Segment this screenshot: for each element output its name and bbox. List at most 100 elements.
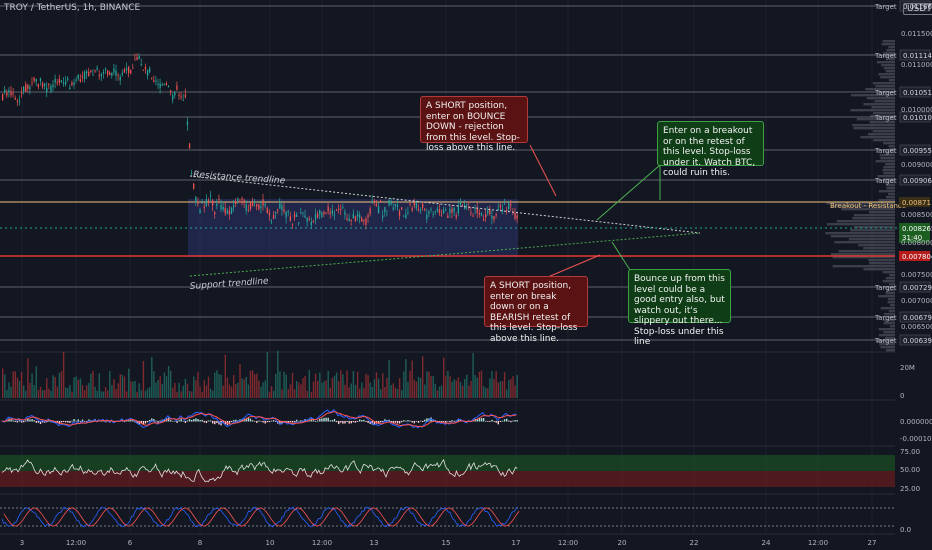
support-price-value: 0.007804: [902, 253, 932, 261]
volume-bar: [216, 370, 218, 398]
candle-body: [23, 87, 25, 92]
volume-bar: [125, 391, 128, 398]
profile-bar: [873, 139, 895, 142]
candle-body: [254, 201, 256, 203]
candle-body: [153, 80, 155, 82]
macd-histogram: [37, 421, 40, 423]
candle-body: [243, 200, 245, 203]
volume-bar: [310, 391, 313, 398]
candle-body: [270, 220, 273, 222]
candle-body: [102, 71, 105, 74]
volume-bar: [58, 373, 61, 398]
volume-bar: [405, 359, 407, 398]
volume-bar: [338, 381, 340, 398]
volume-bar: [230, 386, 233, 398]
macd-histogram: [413, 421, 415, 424]
macd-histogram: [88, 419, 90, 422]
volume-bar: [195, 380, 197, 398]
profile-bar: [886, 187, 895, 190]
profile-bar: [868, 211, 895, 214]
candle-body: [73, 82, 75, 86]
macd-histogram: [291, 421, 294, 423]
macd-histogram: [130, 419, 132, 422]
macd-histogram: [10, 419, 12, 422]
macd-histogram: [77, 419, 79, 422]
candle-body: [212, 200, 214, 206]
volume-bar: [132, 381, 134, 398]
candle-body: [428, 211, 430, 214]
candle-body: [256, 204, 258, 207]
currency-selector[interactable]: USDT: [903, 3, 932, 15]
volume-bar: [144, 390, 147, 398]
volume-bar: [130, 381, 132, 398]
volume-bar: [48, 388, 50, 398]
candle-body: [422, 203, 424, 208]
macd-histogram: [419, 420, 422, 422]
profile-bar: [883, 151, 895, 154]
macd-histogram: [476, 419, 478, 422]
macd-histogram: [29, 419, 31, 422]
profile-bar: [880, 157, 895, 160]
candle-body: [209, 195, 212, 197]
candle-body: [468, 207, 470, 209]
volume-bar: [476, 377, 478, 398]
volume-bar: [468, 385, 470, 398]
annotation-short-bounce[interactable]: A SHORT position, enter on BOUNCE DOWN -…: [420, 96, 528, 153]
price-tick-label: 0.008000: [901, 239, 932, 247]
target-label: Target: [874, 177, 897, 185]
time-tick-label: 6: [128, 539, 133, 547]
volume-bar: [205, 385, 208, 398]
candle-body: [136, 57, 138, 60]
volume-bar: [111, 384, 113, 398]
annotation-long-breakout[interactable]: Enter on a breakout or on the retest of …: [657, 121, 764, 178]
volume-bar: [186, 383, 189, 398]
volume-bar: [293, 389, 296, 398]
volume-bar: [107, 390, 109, 398]
macd-histogram: [197, 419, 199, 422]
candle-body: [361, 217, 363, 222]
candle-body: [413, 202, 415, 206]
volume-bar: [443, 357, 445, 398]
volume-bar: [300, 384, 302, 398]
volume-bar: [388, 360, 390, 398]
macd-histogram: [422, 421, 424, 423]
candle-body: [436, 208, 438, 211]
target-label: Target: [874, 52, 897, 60]
volume-bar: [367, 375, 369, 398]
candle-body: [71, 82, 73, 86]
annotation-short-breakdown[interactable]: A SHORT position, enter on break down or…: [484, 276, 588, 344]
candle-body: [203, 206, 205, 208]
macd-histogram: [212, 421, 214, 424]
candle-body: [390, 200, 392, 205]
profile-bar: [888, 145, 895, 148]
volume-bar: [266, 351, 268, 398]
rsi-lower-band: [0, 471, 895, 487]
volume-bar: [182, 385, 184, 398]
annotation-long-bounce[interactable]: Bounce up from this level could be a goo…: [628, 269, 731, 347]
rsi-line: [1, 458, 518, 483]
volume-bar: [172, 387, 174, 398]
support-trendline[interactable]: [189, 232, 701, 277]
volume-bar: [485, 387, 487, 398]
macd-histogram: [233, 420, 235, 422]
volume-bar: [37, 389, 40, 398]
profile-bar: [883, 322, 895, 325]
candle-body: [308, 218, 310, 220]
volume-bar: [29, 382, 31, 398]
profile-bar: [853, 127, 895, 130]
resistance-trendline[interactable]: [189, 175, 701, 234]
target-price-tag: [899, 144, 931, 156]
profile-bar: [882, 319, 895, 322]
candle-body: [67, 78, 69, 80]
volume-bar: [298, 382, 300, 398]
profile-bar: [875, 85, 895, 88]
volume-bar: [203, 380, 205, 398]
macd-histogram: [260, 421, 262, 422]
volume-bar: [138, 383, 140, 398]
candle-body: [201, 202, 203, 204]
volume-bar: [449, 376, 451, 398]
volume-bar: [398, 378, 401, 398]
time-tick-label: 3: [20, 539, 24, 547]
volume-bar: [184, 378, 187, 398]
